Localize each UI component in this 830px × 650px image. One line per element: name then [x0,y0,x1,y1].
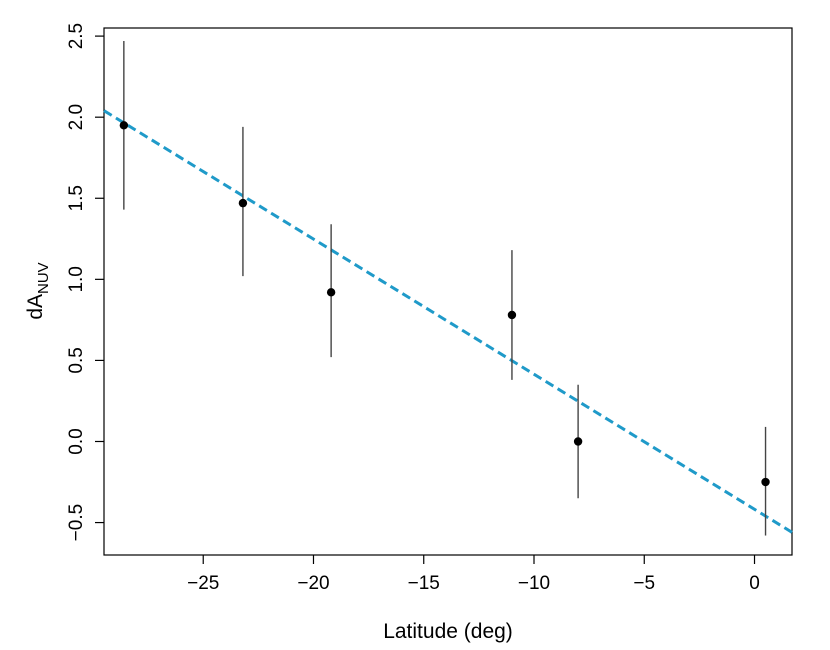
data-point [238,198,248,208]
y-tick-label: 0.0 [66,428,87,454]
y-axis-title-main: dA [24,294,47,320]
x-tick-label: −10 [518,573,550,594]
data-point [326,288,336,297]
data-point [507,310,517,320]
y-tick-label: −0.5 [66,504,87,542]
y-axis-title-subscript: NUV [35,262,52,294]
x-tick-label: −5 [633,573,655,594]
y-tick-label: 1.0 [66,266,87,292]
y-tick-label: 1.5 [66,185,87,211]
y-tick-label: 0.5 [66,347,87,373]
x-tick-label: −20 [297,573,329,594]
y-axis-title: dANUV [24,262,52,319]
data-point [761,477,770,487]
plot-frame [103,27,793,556]
x-tick-label: 0 [749,573,760,594]
fit-line-group [103,109,793,534]
x-tick-label: −25 [187,573,219,594]
x-axis: −25 −20 −15 −10 −5 0 [187,555,760,594]
x-axis-title: Latitude (deg) [383,620,513,643]
y-tick-label: 2.0 [66,104,87,130]
data-points [119,40,770,536]
fit-line [103,109,793,534]
x-tick-label: −15 [408,573,440,594]
y-tick-label: 2.5 [66,23,87,49]
data-point [573,437,583,446]
data-point [119,121,129,130]
y-axis: −0.5 0.0 0.5 1.0 1.5 2.0 2.5 [66,23,104,541]
